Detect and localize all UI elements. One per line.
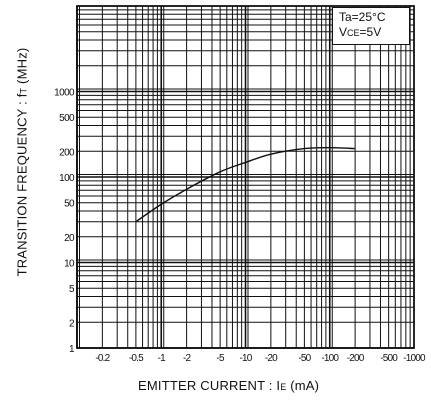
y-axis-label-wrap: TRANSITION FREQUENCY : fT (MHz) [10,48,34,277]
x-tick-label: -0.2 [95,353,110,364]
conditions-box: Ta=25°C VCE=5V [332,7,410,45]
x-tick-label: -50 [298,353,311,364]
y-tick-label: 2 [69,318,75,329]
x-axis-label: EMITTER CURRENT : IE (mA) [138,378,319,393]
y-tick-label: 100 [59,173,75,184]
condition-voltage-sub: CE [347,28,360,38]
plot-frame [76,5,415,349]
x-axis-label-main: EMITTER CURRENT : I [138,378,281,393]
y-axis-label: TRANSITION FREQUENCY : fT (MHz) [15,48,30,277]
x-tick-label: -0.5 [129,353,144,364]
condition-voltage-main: V [339,25,348,39]
condition-voltage-rest: =5V [359,25,382,39]
x-tick-label: -100 [321,353,339,364]
grid [76,5,415,349]
x-tick-label: -1000 [403,353,426,364]
y-axis-label-unit: (MHz) [14,47,30,88]
x-tick-label: -20 [265,353,278,364]
x-tick-label: -2 [183,353,192,364]
x-tick-label: -200 [347,353,365,364]
x-axis-label-sub: E [280,382,287,392]
y-tick-label: 1 [69,344,75,355]
y-axis-label-main: TRANSITION FREQUENCY : f [14,93,30,277]
series-line [135,147,356,223]
y-tick-label: 1000 [54,88,75,99]
y-tick-label: 10 [64,259,75,270]
tick-labels: -0.2 -0.5 -1 -2 -5 -10 -20 -50 -100 -200 -500 -1000… [54,88,427,365]
x-tick-label: -500 [380,353,398,364]
y-tick-label: 500 [59,113,75,124]
x-tick-label: -5 [216,353,225,364]
y-tick-label: 20 [64,233,75,244]
x-tick-label: -10 [239,353,252,364]
condition-voltage: VCE=5V [339,25,409,41]
y-tick-label: 5 [69,284,75,295]
y-tick-label: 200 [59,147,75,158]
series-group [135,147,356,223]
condition-temperature: Ta=25°C [339,10,386,24]
x-tick-label: -1 [158,353,167,364]
y-axis-label-sub: T [18,87,29,94]
x-axis-label-unit: (mA) [286,378,320,393]
y-tick-label: 50 [64,199,75,210]
